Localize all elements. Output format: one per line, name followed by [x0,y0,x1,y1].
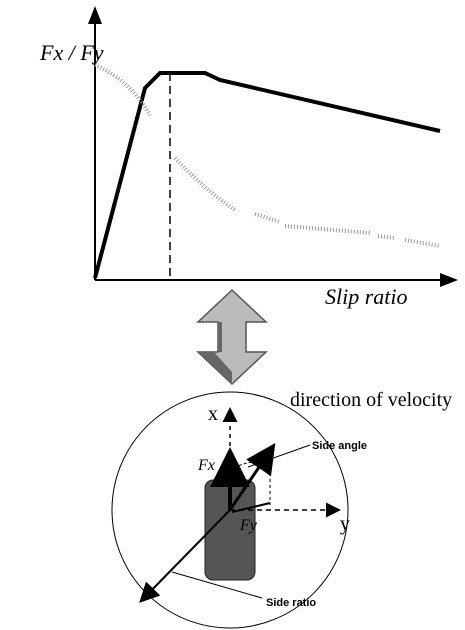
y-label: y [340,513,350,535]
fx-curve [95,73,440,278]
velocity-label: direction of velocity [290,389,452,411]
side-ratio-label: Side ratio [266,597,316,609]
diagram: Fx / Fy Slip ratio direction of velocity… [0,0,465,630]
y-arrow [88,6,102,24]
x-label: Slip ratio [325,284,408,309]
fx-label: Fx [197,457,215,474]
double-arrow [198,290,266,384]
x-label: x [208,403,218,425]
y-label: Fx / Fy [39,40,104,65]
wheel-diagram: direction of velocity x y Fx Fy Side ang… [112,389,452,628]
leader [248,445,310,467]
x-arrow [440,273,458,287]
graph: Fx / Fy Slip ratio [39,6,458,309]
fy-label: Fy [239,517,258,534]
side-angle-label: Side angle [312,440,367,452]
